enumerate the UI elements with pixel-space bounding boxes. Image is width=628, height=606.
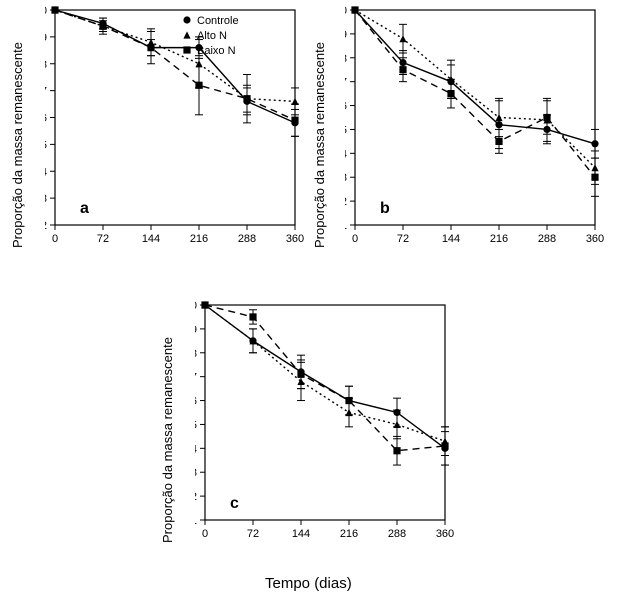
y-axis-title-c: Proporção da massa remanescente [160,337,175,543]
svg-text:0.3: 0.3 [195,467,197,479]
svg-text:0.4: 0.4 [345,148,347,160]
svg-text:0.9: 0.9 [345,29,347,41]
svg-text:1.0: 1.0 [345,5,347,17]
panel-b-svg: 0.1 0.2 0.3 0.4 0.5 0.6 0.7 0.8 0.9 1.0 0 72 144 216 2… [345,5,610,265]
svg-text:0.4: 0.4 [45,166,47,178]
svg-text:Controle: Controle [197,15,239,27]
y-axis-title-b: Proporção da massa remanescente [312,42,327,248]
svg-text:288: 288 [388,528,406,540]
svg-text:144: 144 [142,233,160,245]
svg-text:0.7: 0.7 [345,77,347,89]
svg-text:216: 216 [490,233,508,245]
svg-text:72: 72 [397,233,409,245]
svg-text:0.2: 0.2 [195,491,197,503]
svg-text:216: 216 [190,233,208,245]
svg-text:0.3: 0.3 [345,172,347,184]
svg-text:72: 72 [247,528,259,540]
svg-text:0.7: 0.7 [45,86,47,98]
svg-text:0.8: 0.8 [195,348,197,360]
svg-text:c: c [230,495,239,512]
svg-text:0.9: 0.9 [195,324,197,336]
svg-text:72: 72 [97,233,109,245]
svg-text:0.8: 0.8 [345,53,347,65]
svg-text:360: 360 [436,528,454,540]
svg-text:288: 288 [238,233,256,245]
svg-text:Alto N: Alto N [197,30,227,42]
svg-text:288: 288 [538,233,556,245]
svg-text:b: b [380,200,390,217]
panel-c-svg: 0.1 0.2 0.3 0.4 0.5 0.6 0.7 0.8 0.9 1.0 0 72 144 216 2… [195,300,460,560]
svg-text:0.5: 0.5 [345,124,347,136]
svg-text:0.2: 0.2 [45,220,47,232]
panel-a: 0.2 0.3 0.4 0.5 0.6 0.7 0.8 0.9 1.0 0 72 144 216 288 3… [45,5,310,265]
svg-text:0.6: 0.6 [195,396,197,408]
svg-text:360: 360 [286,233,304,245]
panel-a-svg: 0.2 0.3 0.4 0.5 0.6 0.7 0.8 0.9 1.0 0 72 144 216 288 3… [45,5,310,265]
panel-c: 0.1 0.2 0.3 0.4 0.5 0.6 0.7 0.8 0.9 1.0 0 72 144 216 2… [195,300,460,560]
svg-text:0.7: 0.7 [195,372,197,384]
svg-text:0: 0 [52,233,58,245]
svg-text:0.1: 0.1 [195,515,197,527]
svg-text:0.1: 0.1 [345,220,347,232]
svg-text:1.0: 1.0 [45,5,47,17]
svg-text:0: 0 [202,528,208,540]
chart-stage: Proporção da massa remanescente Proporçã… [0,0,628,606]
svg-text:0.5: 0.5 [195,419,197,431]
svg-text:360: 360 [586,233,604,245]
svg-text:0.6: 0.6 [45,113,47,125]
svg-text:0.3: 0.3 [45,193,47,205]
svg-text:1.0: 1.0 [195,300,197,312]
svg-text:0.2: 0.2 [345,196,347,208]
panel-b: 0.1 0.2 0.3 0.4 0.5 0.6 0.7 0.8 0.9 1.0 0 72 144 216 2… [345,5,610,265]
svg-text:144: 144 [442,233,460,245]
svg-text:216: 216 [340,528,358,540]
svg-text:a: a [80,200,89,217]
svg-text:0.4: 0.4 [195,443,197,455]
y-axis-title-a: Proporção da massa remanescente [10,42,25,248]
svg-text:0: 0 [352,233,358,245]
svg-text:0.5: 0.5 [45,139,47,151]
svg-text:144: 144 [292,528,310,540]
svg-text:0.9: 0.9 [45,32,47,44]
svg-text:0.6: 0.6 [345,101,347,113]
svg-text:0.8: 0.8 [45,59,47,71]
svg-text:Baixo N: Baixo N [197,45,236,57]
